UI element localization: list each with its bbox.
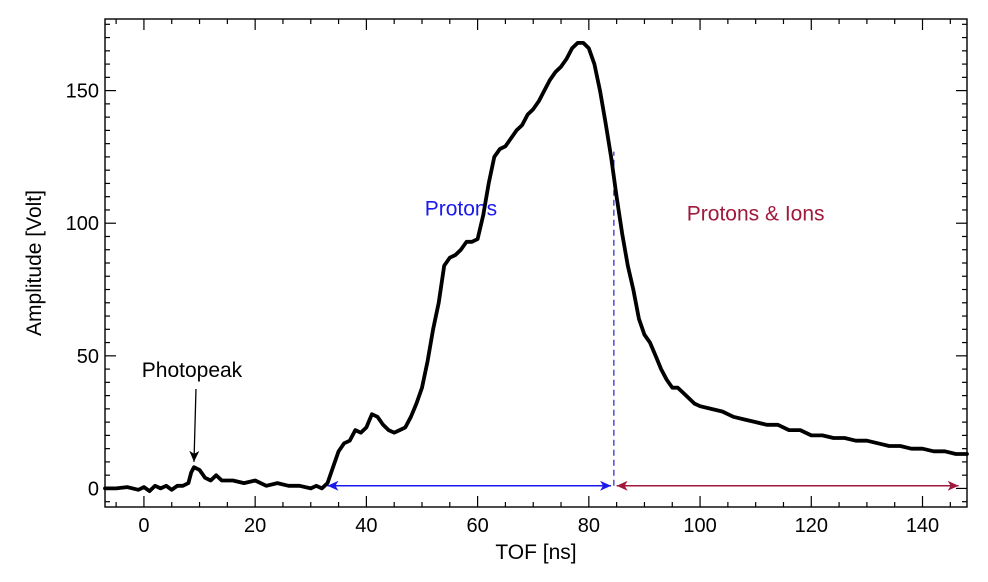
x-tick-label: 20 bbox=[244, 515, 266, 537]
y-tick-label: 150 bbox=[66, 81, 99, 103]
y-tick-label: 100 bbox=[66, 213, 99, 235]
photopeak-label: Photopeak bbox=[142, 359, 243, 382]
photopeak-arrow bbox=[189, 389, 200, 462]
annotations-layer: Protons Protons & Ions Photopeak bbox=[142, 151, 959, 491]
x-tick-label: 80 bbox=[578, 515, 600, 537]
y-axis: 0 50 100 150 bbox=[66, 23, 967, 503]
x-tick-label: 60 bbox=[466, 515, 488, 537]
x-tick-label: 100 bbox=[683, 515, 716, 537]
region-label-1: Protons & Ions bbox=[687, 203, 825, 226]
x-tick-label: 120 bbox=[795, 515, 828, 537]
signal-series-line bbox=[103, 41, 969, 493]
region-label-0: Protons bbox=[425, 197, 497, 220]
x-tick-label: 0 bbox=[138, 515, 149, 537]
x-tick-label: 140 bbox=[906, 515, 939, 537]
y-tick-label: 50 bbox=[77, 346, 99, 368]
y-axis-title: Amplitude [Volt] bbox=[23, 190, 46, 336]
x-axis: 0 20 40 60 80 100 120 140 bbox=[115, 19, 951, 537]
x-axis-title: TOF [ns] bbox=[495, 541, 576, 564]
plot-frame bbox=[104, 18, 968, 508]
x-tick-label: 40 bbox=[355, 515, 377, 537]
y-tick-label: 0 bbox=[88, 478, 99, 500]
